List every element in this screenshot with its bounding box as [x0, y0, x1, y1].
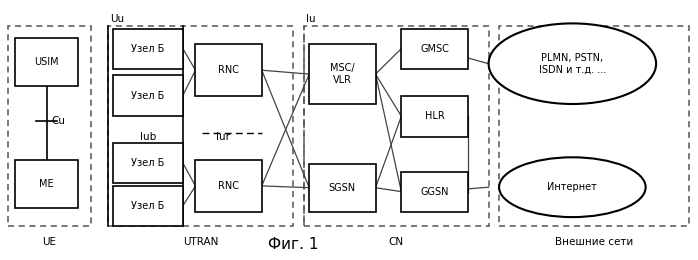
Text: RNC: RNC [218, 65, 239, 75]
FancyBboxPatch shape [113, 143, 183, 183]
Text: PLMN, PSTN,
ISDN и т.д. ...: PLMN, PSTN, ISDN и т.д. ... [539, 53, 606, 75]
FancyBboxPatch shape [401, 172, 468, 212]
FancyBboxPatch shape [15, 38, 78, 86]
Text: Интернет: Интернет [547, 182, 597, 192]
Text: Узел Б: Узел Б [131, 90, 165, 101]
Text: CN: CN [389, 237, 403, 246]
FancyBboxPatch shape [113, 75, 183, 116]
Text: Внешние сети: Внешние сети [555, 237, 633, 246]
Text: RNC: RNC [218, 181, 239, 191]
Ellipse shape [489, 23, 656, 104]
FancyBboxPatch shape [195, 160, 262, 212]
Text: SGSN: SGSN [329, 183, 356, 193]
Text: HLR: HLR [424, 111, 445, 121]
Ellipse shape [499, 157, 646, 217]
Text: Фиг. 1: Фиг. 1 [268, 237, 318, 252]
FancyBboxPatch shape [309, 44, 376, 104]
Text: Cu: Cu [51, 116, 65, 126]
Text: Узел Б: Узел Б [131, 158, 165, 168]
FancyBboxPatch shape [113, 186, 183, 226]
Text: Uu: Uu [110, 15, 124, 24]
Text: Узел Б: Узел Б [131, 44, 165, 54]
Text: GGSN: GGSN [420, 187, 449, 197]
FancyBboxPatch shape [309, 164, 376, 212]
FancyBboxPatch shape [401, 29, 468, 69]
Text: USIM: USIM [34, 57, 59, 67]
FancyBboxPatch shape [15, 160, 78, 208]
Text: Iu: Iu [306, 15, 315, 24]
FancyBboxPatch shape [401, 96, 468, 136]
Text: UE: UE [43, 237, 57, 246]
Text: GMSC: GMSC [420, 44, 449, 54]
FancyBboxPatch shape [195, 44, 262, 96]
Text: Узел Б: Узел Б [131, 201, 165, 211]
Text: MSC/
VLR: MSC/ VLR [330, 63, 355, 85]
FancyBboxPatch shape [113, 29, 183, 69]
Text: UTRAN: UTRAN [183, 237, 218, 246]
Text: Iub: Iub [140, 132, 156, 141]
Text: Iur: Iur [216, 132, 230, 141]
Text: ME: ME [40, 179, 54, 189]
